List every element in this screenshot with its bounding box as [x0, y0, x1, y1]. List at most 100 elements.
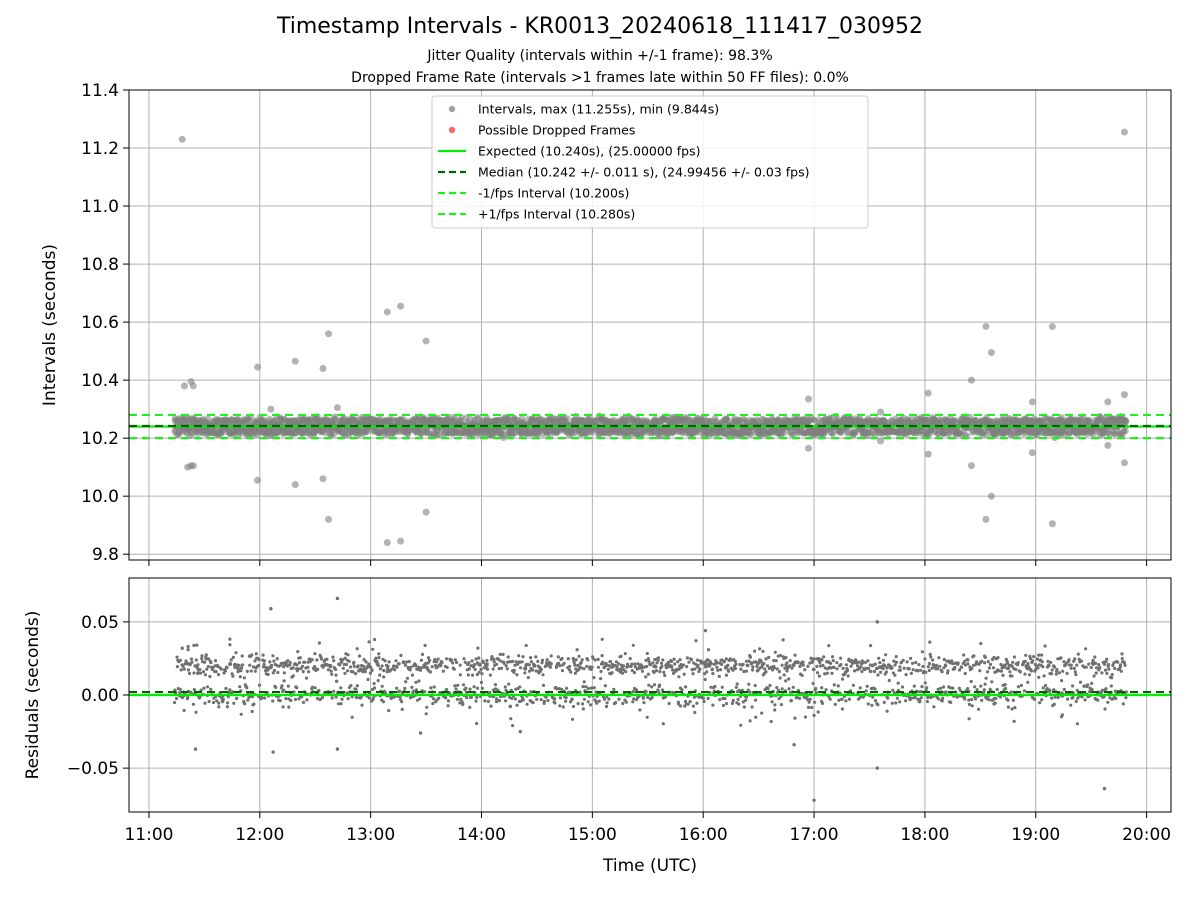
residual-point	[331, 655, 335, 659]
residual-point	[793, 653, 797, 657]
residual-point	[577, 668, 581, 672]
residual-point	[979, 684, 983, 688]
residual-point	[930, 666, 934, 670]
residual-point	[753, 683, 757, 688]
residual-point	[272, 668, 276, 673]
residual-point	[515, 673, 519, 677]
residual-point	[885, 666, 889, 670]
residual-point	[852, 669, 857, 673]
residual-point	[499, 666, 504, 671]
residual-point	[395, 665, 399, 669]
residual-point	[916, 669, 920, 673]
residual-point	[356, 664, 360, 668]
residual-point	[782, 673, 786, 677]
residual-point	[628, 657, 632, 661]
residual-point	[546, 698, 550, 703]
residual-point	[527, 663, 531, 667]
residual-point	[949, 700, 953, 705]
residual-point	[1065, 671, 1069, 676]
residual-point	[778, 676, 782, 680]
residual-point	[432, 697, 436, 701]
residual-point	[576, 702, 580, 706]
residual-point	[549, 662, 553, 666]
residual-point	[198, 671, 203, 675]
residual-point	[650, 696, 654, 700]
residual-point	[202, 686, 206, 690]
residual-point	[386, 664, 390, 668]
residual-point	[669, 659, 674, 664]
residual-point	[542, 699, 547, 703]
residual-point	[751, 665, 755, 669]
residual-point	[468, 705, 472, 710]
residual-point	[959, 665, 964, 670]
residual-point	[748, 690, 752, 694]
residual-point	[275, 657, 279, 661]
interval-outlier-point	[383, 539, 391, 547]
residual-point	[564, 699, 568, 703]
residual-point	[886, 696, 890, 700]
residual-point	[599, 677, 603, 681]
residual-point	[775, 686, 779, 690]
residual-point	[791, 685, 795, 689]
residual-point	[207, 699, 211, 704]
residual-point	[844, 699, 848, 703]
residual-point	[241, 663, 245, 667]
residual-point	[529, 660, 534, 664]
residual-point	[286, 684, 290, 688]
residual-point	[730, 701, 735, 706]
residual-point	[972, 654, 976, 658]
residual-point	[585, 664, 589, 669]
residual-point	[253, 669, 257, 673]
residual-point	[1018, 670, 1023, 674]
residual-point	[719, 668, 723, 672]
residual-point	[377, 656, 381, 660]
residual-point	[768, 683, 772, 688]
residual-point	[876, 673, 880, 677]
residual-point	[479, 667, 483, 672]
residual-point	[767, 655, 771, 660]
residual-point	[393, 668, 397, 672]
residual-point	[1006, 698, 1010, 702]
residual-point	[592, 676, 596, 680]
residual-point	[1094, 666, 1099, 670]
residual-point	[654, 665, 658, 669]
residual-point	[225, 666, 229, 670]
residual-point	[953, 665, 957, 670]
residual-point	[1013, 706, 1017, 710]
residual-point	[696, 663, 700, 668]
residual-point	[973, 685, 977, 689]
residual-point	[573, 663, 577, 667]
residual-point	[304, 676, 309, 680]
residual-point	[570, 697, 574, 701]
residual-point	[836, 684, 840, 688]
residual-point	[941, 685, 946, 689]
residual-point	[1090, 688, 1094, 692]
residual-point	[330, 696, 334, 700]
residual-point	[873, 662, 877, 666]
residual-point	[1089, 665, 1093, 670]
residual-point	[773, 703, 777, 707]
legend-item: Intervals, max (11.255s), min (9.844s)	[448, 102, 719, 117]
residual-point	[252, 702, 256, 706]
residual-point	[747, 682, 751, 686]
residual-point	[239, 669, 243, 673]
residual-point	[828, 697, 832, 701]
residual-point	[1040, 660, 1044, 664]
residual-point	[815, 664, 819, 669]
residual-point	[527, 669, 532, 673]
residual-point	[1023, 672, 1027, 676]
residual-point	[671, 668, 675, 672]
residual-point	[194, 658, 198, 662]
residual-point	[291, 666, 295, 670]
residual-point	[736, 697, 740, 701]
interval-outlier-point	[1120, 459, 1128, 467]
residual-point	[735, 682, 739, 686]
residual-point	[1038, 701, 1042, 705]
legend-marker-icon	[448, 126, 456, 134]
residuals-panel: −0.050.000.05 11:00 12:00 13:00 14:00 15:00 1…	[23, 577, 1172, 876]
residual-point	[476, 686, 480, 690]
residual-point	[642, 701, 646, 705]
residual-point	[621, 664, 626, 668]
residual-point	[1001, 673, 1005, 678]
